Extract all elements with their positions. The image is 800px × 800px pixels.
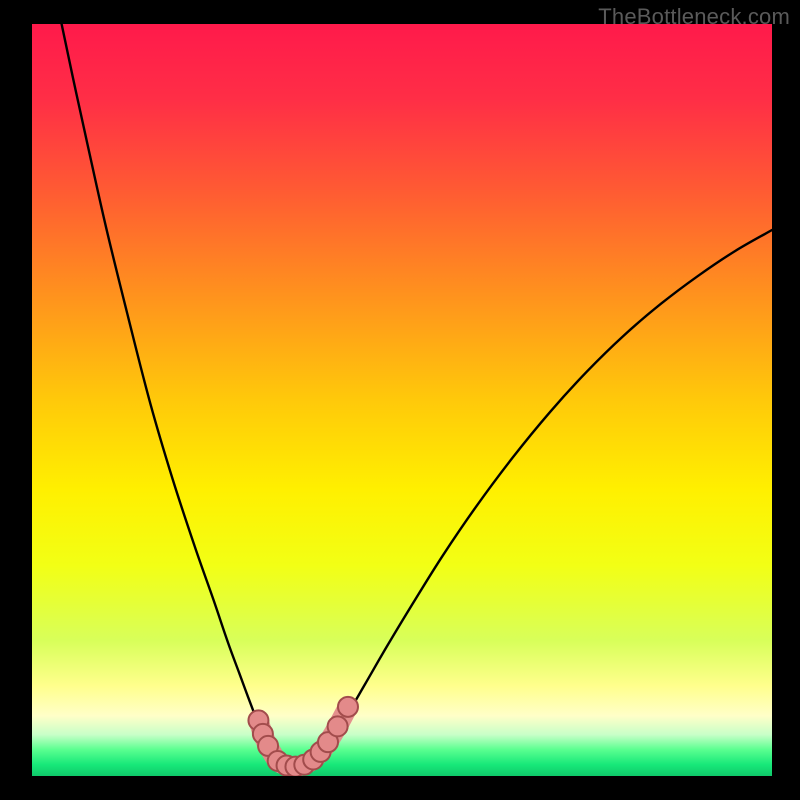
- chart-stage: TheBottleneck.com: [0, 0, 800, 800]
- marker-dot: [328, 716, 348, 736]
- bottleneck-chart: [0, 0, 800, 800]
- gradient-background: [32, 24, 772, 776]
- marker-dot: [338, 697, 358, 717]
- watermark-text: TheBottleneck.com: [598, 4, 790, 30]
